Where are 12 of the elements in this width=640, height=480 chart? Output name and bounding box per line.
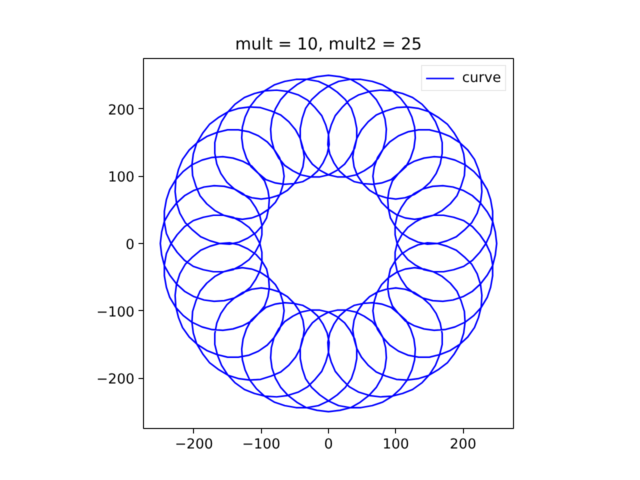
y-tick-label: 200 (108, 102, 135, 118)
y-tick-label: 0 (126, 237, 135, 253)
legend-label: curve (462, 70, 501, 86)
x-tick-label: 0 (324, 436, 333, 452)
x-tick-label: −200 (174, 436, 214, 452)
y-tick-label: −100 (96, 304, 135, 320)
y-tick-label: −200 (96, 372, 135, 388)
chart-title: mult = 10, mult2 = 25 (235, 34, 422, 54)
x-tick-label: −100 (242, 436, 280, 452)
x-tick-label: 200 (450, 436, 476, 452)
y-tick-label: 100 (108, 170, 135, 186)
x-tick-label: 100 (382, 436, 410, 452)
